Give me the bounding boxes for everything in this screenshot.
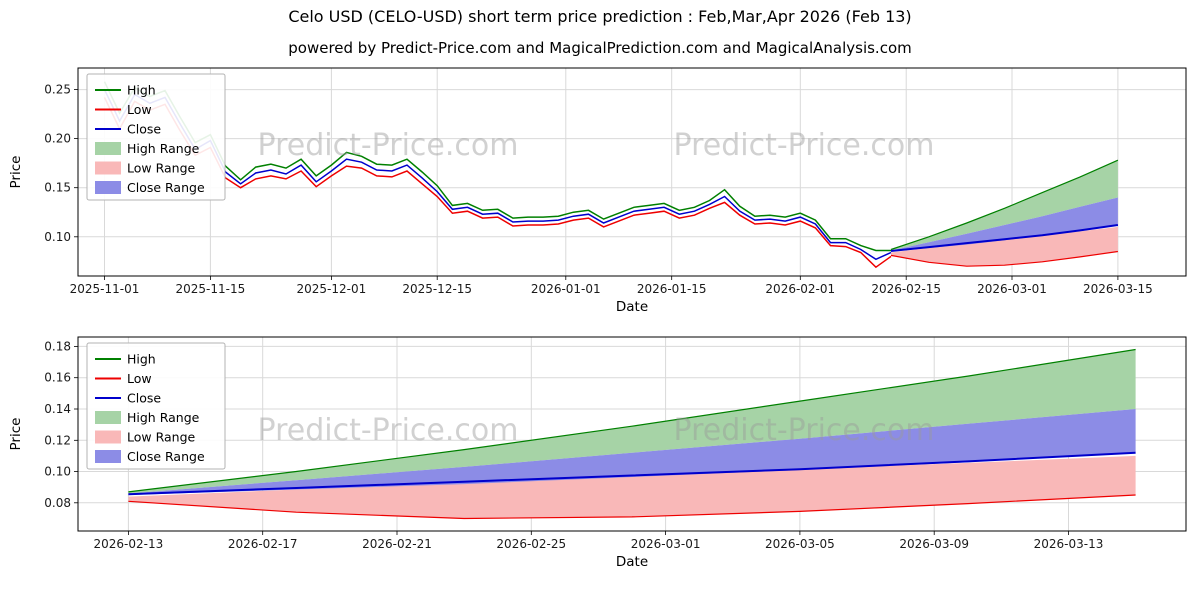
y-tick-label: 0.15	[44, 181, 71, 195]
x-tick-label: 2026-03-13	[1034, 537, 1104, 551]
low-history-line	[103, 97, 892, 269]
close-range-band	[891, 197, 1118, 252]
low-range-band	[891, 226, 1118, 267]
legend-patch-swatch	[95, 450, 121, 463]
x-tick-label: 2026-03-01	[977, 282, 1047, 296]
chart-subtitle: powered by Predict-Price.com and Magical…	[288, 39, 912, 57]
watermark-text: Predict-Price.com	[258, 128, 519, 163]
low-forecast-line	[890, 250, 1118, 267]
high-forecast-line	[128, 348, 1136, 493]
y-tick-label: 0.16	[44, 371, 71, 385]
x-tick-label: 2026-03-09	[899, 537, 969, 551]
x-tick-label: 2026-02-01	[765, 282, 835, 296]
legend-patch-swatch	[95, 181, 121, 194]
chart-title: Celo USD (CELO-USD) short term price pre…	[288, 7, 912, 26]
legend-label: Low Range	[127, 161, 196, 176]
x-tick-label: 2025-12-15	[402, 282, 472, 296]
y-tick-label: 0.25	[44, 83, 71, 97]
high-history-line	[103, 81, 891, 252]
legend-box	[86, 73, 226, 201]
high-forecast-line	[890, 159, 1119, 251]
x-axis-label: Date	[616, 554, 648, 570]
x-tick-label: 2026-02-25	[496, 537, 566, 551]
y-tick-label: 0.10	[44, 465, 71, 479]
x-tick-label: 2025-11-15	[176, 282, 246, 296]
x-tick-label: 2026-03-05	[765, 537, 835, 551]
y-axis-label: Price	[8, 156, 24, 189]
legend-label: High Range	[127, 410, 200, 425]
axes-border	[77, 67, 1187, 277]
x-tick-label: 2026-02-13	[94, 537, 164, 551]
high-range-band	[128, 349, 1136, 494]
x-tick-label: 2026-02-21	[362, 537, 432, 551]
y-tick-label: 0.20	[44, 132, 71, 146]
legend-patch-swatch	[95, 142, 121, 155]
legend-patch-swatch	[95, 411, 121, 424]
legend-label: Close	[127, 122, 161, 137]
y-tick-label: 0.10	[44, 230, 71, 244]
close-history-line	[103, 89, 892, 261]
x-tick-label: 2026-02-15	[871, 282, 941, 296]
legend-label: High	[127, 83, 156, 98]
legend-label: Close Range	[127, 449, 205, 464]
close-forecast-line	[128, 451, 1136, 496]
high-range-band	[891, 160, 1118, 251]
y-tick-label: 0.18	[44, 339, 71, 353]
close-forecast-line	[890, 224, 1119, 252]
legend-label: Low	[127, 102, 152, 117]
legend-patch-swatch	[95, 161, 121, 175]
low-range-band	[128, 455, 1136, 519]
legend-box	[86, 342, 226, 470]
legend-label: Low Range	[127, 430, 196, 445]
x-tick-label: 2025-11-01	[70, 282, 140, 296]
y-tick-label: 0.14	[44, 402, 71, 416]
x-axis-label: Date	[616, 299, 648, 315]
legend-label: Close	[127, 391, 161, 406]
x-tick-label: 2026-01-01	[531, 282, 601, 296]
legend-label: Close Range	[127, 180, 205, 195]
y-axis-label: Price	[8, 418, 24, 451]
price-history-chart: Predict-Price.com Predict-Price.com 2025-1…	[8, 67, 1187, 315]
y-tick-label: 0.12	[44, 433, 71, 447]
x-tick-label: 2026-03-01	[631, 537, 701, 551]
watermark-text: Predict-Price.com	[674, 413, 935, 448]
legend-label: High	[127, 352, 156, 367]
axes-border	[77, 336, 1187, 532]
low-forecast-line	[128, 494, 1136, 520]
legend-patch-swatch	[95, 430, 121, 444]
x-tick-label: 2026-01-15	[637, 282, 707, 296]
x-tick-label: 2026-03-15	[1083, 282, 1153, 296]
x-tick-label: 2026-02-17	[228, 537, 298, 551]
close-range-band	[128, 409, 1136, 495]
watermark-text: Predict-Price.com	[258, 413, 519, 448]
watermark-text: Predict-Price.com	[674, 128, 935, 163]
legend-label: Low	[127, 371, 152, 386]
y-tick-label: 0.08	[44, 496, 71, 510]
price-forecast-chart: Predict-Price.com Predict-Price.com 2026-0…	[8, 336, 1187, 570]
x-tick-label: 2025-12-01	[297, 282, 367, 296]
legend-label: High Range	[127, 141, 200, 156]
